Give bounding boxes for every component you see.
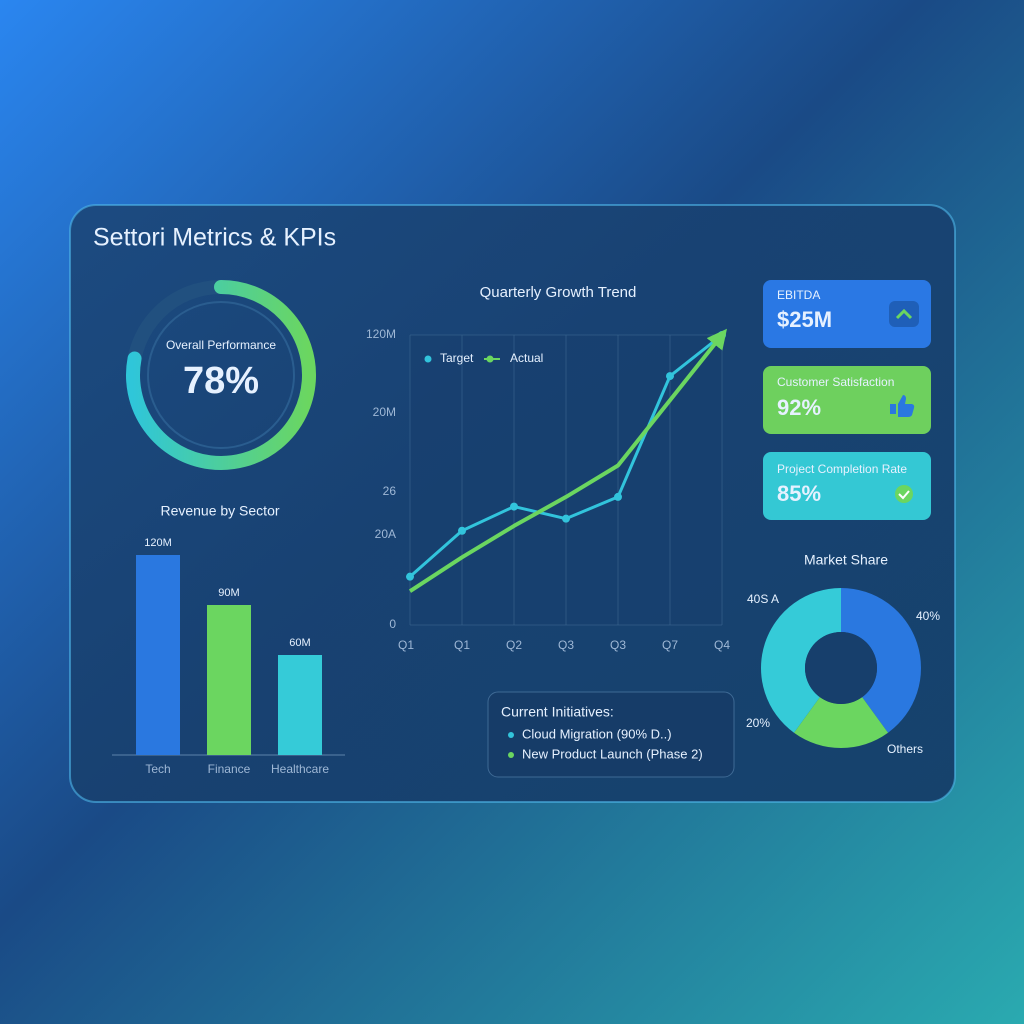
x-tick-label: Q3 <box>558 638 574 652</box>
icon <box>898 490 910 500</box>
x-tick-label: Healthcare <box>271 762 329 776</box>
pie-slice <box>841 588 922 733</box>
data-point <box>510 502 518 511</box>
gauge-inner <box>147 301 295 449</box>
kpi-card <box>763 366 931 434</box>
dashboard-title: Settori Metrics & KPIs <box>93 224 336 252</box>
bullet <box>508 732 514 738</box>
y-tick-label: 120M <box>366 327 396 341</box>
initiative-item: New Product Launch (Phase 2) <box>522 746 703 761</box>
legend-marker <box>424 355 432 363</box>
x-tick-label: Tech <box>145 762 170 776</box>
legend-marker <box>486 355 494 363</box>
x-tick-label: Q1 <box>398 638 414 652</box>
data-point <box>562 514 570 523</box>
kpi-value: 92% <box>777 395 821 420</box>
bar-label: 90M <box>218 587 239 599</box>
pie-slice <box>760 588 841 733</box>
icon <box>890 395 915 417</box>
legend-label: Target <box>440 351 474 365</box>
bar-label: 60M <box>289 637 310 649</box>
y-tick-label: 0 <box>389 617 396 631</box>
x-tick-label: Q7 <box>662 638 678 652</box>
kpi-label: Customer Satisfaction <box>777 375 894 389</box>
gauge-arc <box>126 280 316 470</box>
kpi-label: Project Completion Rate <box>777 462 907 476</box>
x-tick-label: Q4 <box>714 638 730 652</box>
initiatives-title: Current Initiatives: <box>501 704 614 720</box>
kpi-value: 85% <box>777 481 821 506</box>
chart-title: Quarterly Growth Trend <box>480 284 637 301</box>
x-tick-label: Finance <box>208 762 251 776</box>
bar-label: 120M <box>144 537 172 549</box>
y-tick-label: 20M <box>373 405 396 419</box>
bar <box>136 555 180 755</box>
slice-label: 20% <box>746 716 770 730</box>
series-line <box>408 328 727 593</box>
pie-slice <box>793 697 889 749</box>
gauge-title: Overall Performance <box>166 338 276 352</box>
icon <box>895 485 913 503</box>
data-point <box>614 492 622 501</box>
slice-category: Others <box>887 742 923 756</box>
kpi-label: EBITDA <box>777 288 820 302</box>
gauge-value: 78% <box>183 360 259 402</box>
x-tick-label: Q1 <box>454 638 470 652</box>
legend-label: Actual <box>510 351 543 365</box>
initiative-item: Cloud Migration (90% D..) <box>522 726 672 741</box>
x-tick-label: Q3 <box>610 638 626 652</box>
bar <box>207 605 251 755</box>
slice-label: 40% <box>916 609 940 623</box>
chart-title: Revenue by Sector <box>160 503 279 519</box>
kpi-card <box>763 452 931 520</box>
donut-hole <box>805 632 877 704</box>
kpi-card <box>763 280 931 348</box>
y-tick-label: 20A <box>375 527 396 541</box>
y-tick-label: 26 <box>383 484 397 498</box>
initiatives-box <box>487 691 735 778</box>
icon <box>889 301 919 327</box>
data-point <box>666 372 674 381</box>
bar <box>278 655 322 755</box>
kpi-value: $25M <box>777 307 832 332</box>
chart-title: Market Share <box>804 552 888 568</box>
bullet <box>508 752 514 758</box>
slice-label: 40S A <box>747 592 779 606</box>
x-tick-label: Q2 <box>506 638 522 652</box>
data-point <box>458 526 466 535</box>
data-point <box>406 572 414 581</box>
icon <box>895 308 913 320</box>
